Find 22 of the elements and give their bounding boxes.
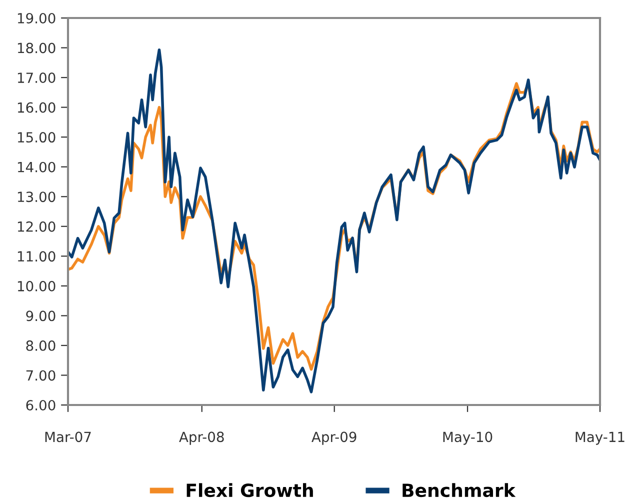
y-tick-label: 19.00 (18, 12, 56, 24)
y-tick-label: 17.00 (18, 72, 56, 84)
y-tick-label: 12.00 (18, 221, 56, 232)
x-tick-label: Apr-09 (312, 432, 356, 445)
y-tick-label: 11.00 (18, 251, 56, 262)
y-tick-label: 15.00 (18, 132, 56, 143)
y-tick-label: 6.00 (26, 400, 56, 410)
x-tick-label: May-10 (443, 432, 492, 445)
x-tick-label: May-11 (576, 432, 624, 445)
y-tick-label: 16.00 (18, 102, 56, 113)
y-tick-label: 14.00 (18, 162, 56, 172)
legend-label: Flexi Growth (186, 483, 313, 498)
line-series (68, 48, 600, 394)
y-tick-label: 10.00 (18, 280, 56, 292)
x-tick-label: Apr-08 (179, 432, 224, 445)
y-tick-label: 18.00 (18, 42, 56, 54)
y-tick-label: 13.00 (18, 192, 56, 202)
legend-label: Benchmark (402, 483, 516, 498)
x-tick-label: Mar-07 (45, 432, 91, 442)
y-tick-label: 8.00 (26, 340, 56, 351)
y-tick-label: 7.00 (26, 370, 56, 381)
y-tick-label: 9.00 (26, 310, 56, 322)
